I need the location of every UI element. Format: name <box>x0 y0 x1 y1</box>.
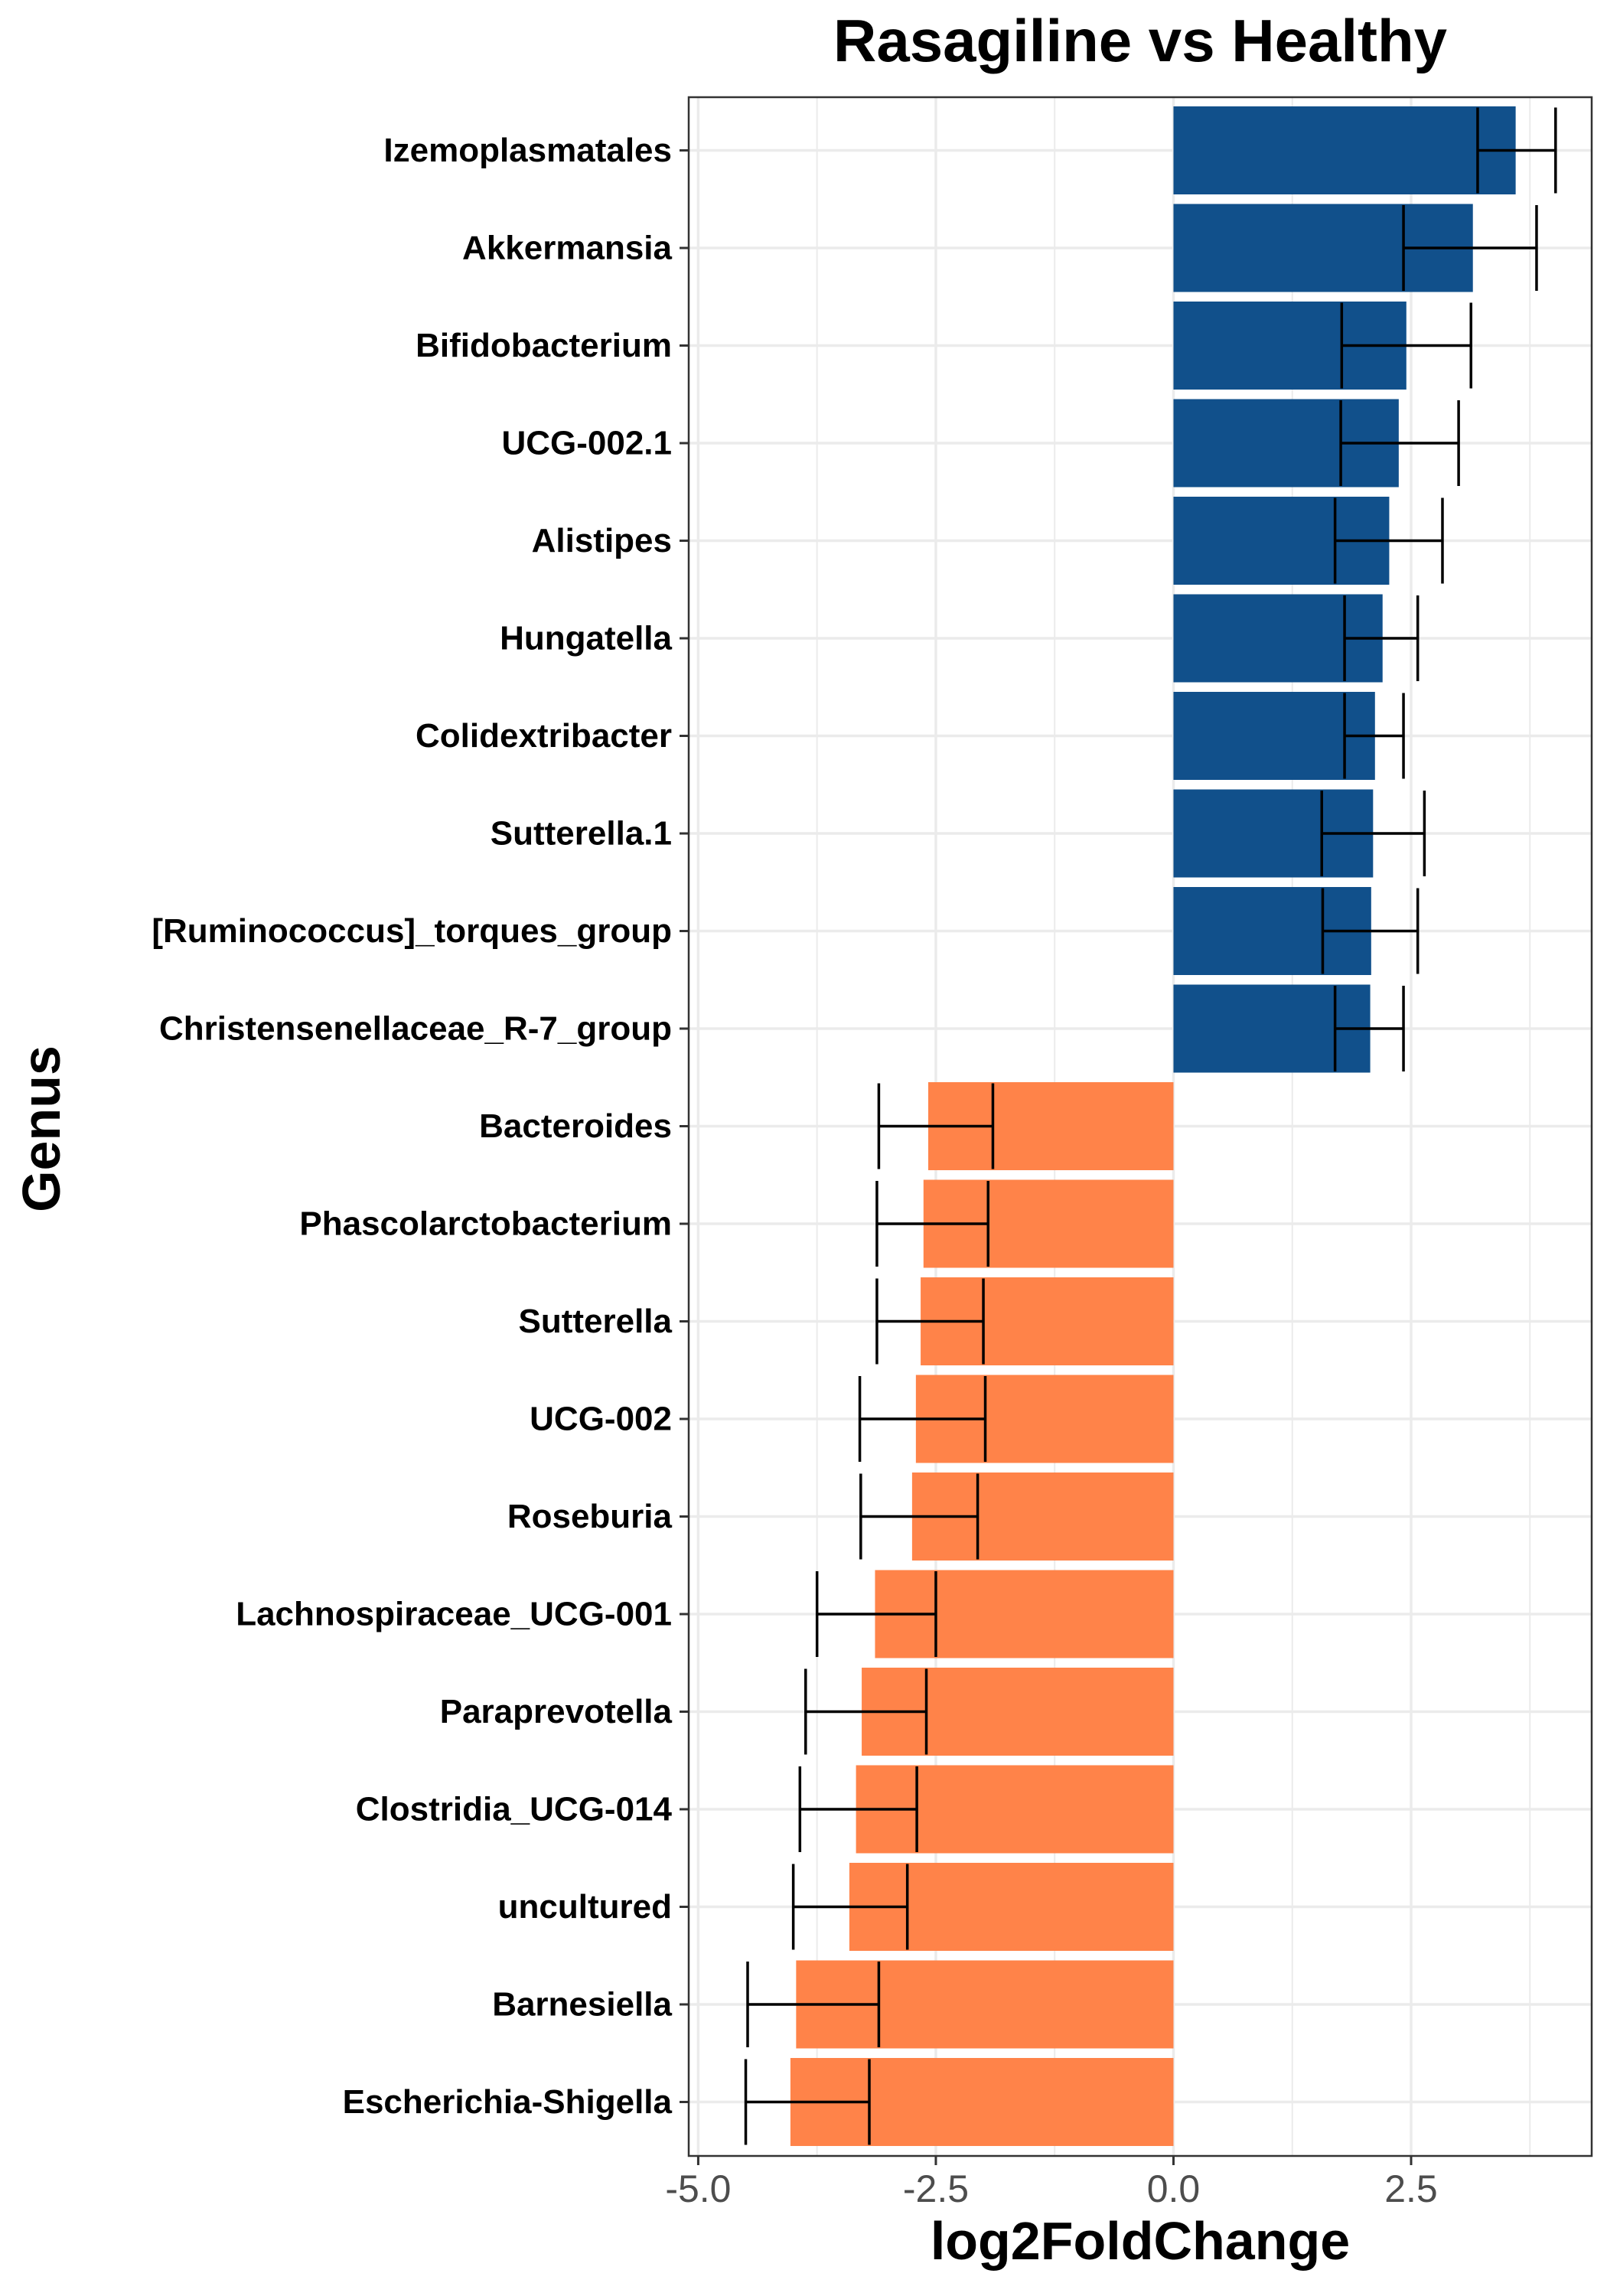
y-tick-label: Sutterella <box>518 1303 672 1340</box>
y-tick-label: Clostridia_UCG-014 <box>356 1791 673 1828</box>
y-tick-label: Lachnospiraceae_UCG-001 <box>236 1596 672 1633</box>
y-tick-label: Escherichia-Shigella <box>343 2083 673 2121</box>
y-tick-label: Paraprevotella <box>440 1693 673 1730</box>
x-tick-label: -5.0 <box>665 2167 731 2210</box>
y-tick-label: Sutterella.1 <box>491 815 672 853</box>
y-tick-label: Roseburia <box>507 1498 673 1535</box>
y-tick-label: UCG-002 <box>530 1401 672 1438</box>
x-axis-title: log2FoldChange <box>930 2211 1351 2271</box>
y-tick-label: Christensenellaceae_R-7_group <box>159 1010 672 1048</box>
y-tick-label: Bacteroides <box>479 1107 672 1145</box>
y-tick-label: UCG-002.1 <box>501 425 672 462</box>
y-tick-label: [Ruminococcus]_torques_group <box>152 912 672 950</box>
y-tick-label: uncultured <box>498 1888 672 1926</box>
y-tick-label: Izemoplasmatales <box>383 132 672 169</box>
y-tick-label: Alistipes <box>532 522 672 559</box>
x-axis: -5.0 -2.5 0.0 2.5 <box>665 2156 1438 2210</box>
y-tick-label: Hungatella <box>500 620 672 657</box>
y-axis: Izemoplasmatales Akkermansia Bifidobacteri… <box>152 132 689 2121</box>
y-tick-label: Phascolarctobacterium <box>299 1205 672 1243</box>
x-tick-label: -2.5 <box>903 2167 969 2210</box>
x-tick-label: 2.5 <box>1384 2167 1438 2210</box>
y-tick-label: Barnesiella <box>492 1986 672 2024</box>
chart-title: Rasagiline vs Healthy <box>833 7 1447 74</box>
error-bars <box>744 107 1557 2145</box>
bar <box>1173 692 1375 780</box>
bar <box>1173 106 1516 194</box>
y-tick-label: Akkermansia <box>462 230 672 267</box>
y-tick-label: Colidextribacter <box>416 717 672 755</box>
y-tick-label: Bifidobacterium <box>416 327 672 364</box>
y-axis-title: Genus <box>11 1045 71 1212</box>
x-tick-label: 0.0 <box>1147 2167 1201 2210</box>
